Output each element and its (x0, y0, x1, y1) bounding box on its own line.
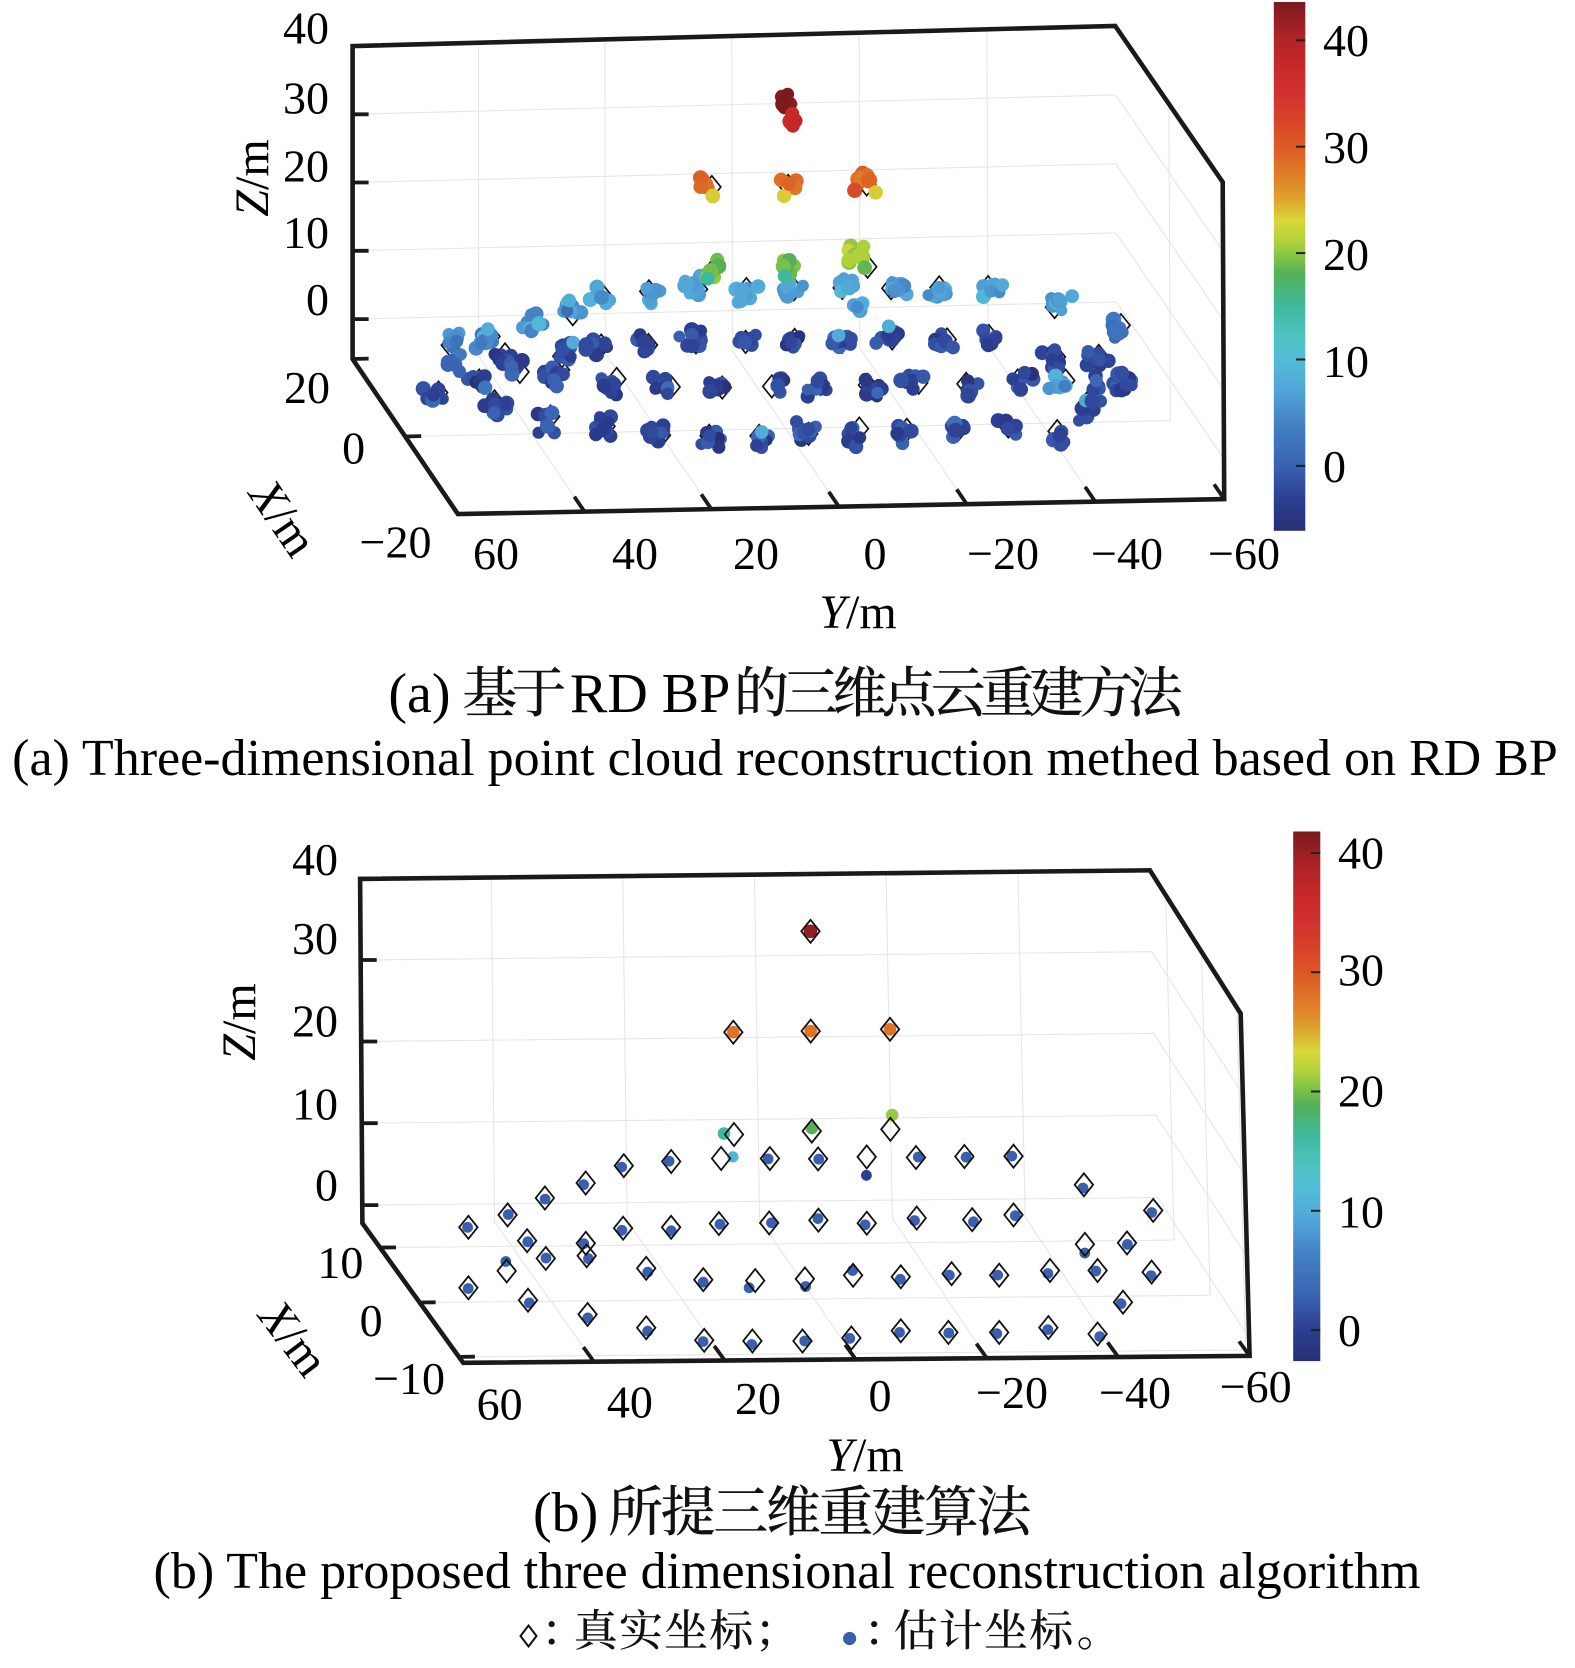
svg-text:Z/m: Z/m (213, 983, 266, 1060)
svg-text:Y/m: Y/m (819, 586, 896, 639)
svg-text:20: 20 (733, 528, 779, 579)
svg-text:Y/m: Y/m (826, 1429, 903, 1482)
svg-text:40: 40 (1323, 15, 1369, 66)
svg-text:0: 0 (306, 274, 329, 325)
svg-text:20: 20 (735, 1373, 781, 1424)
svg-text:30: 30 (1323, 122, 1369, 173)
svg-text:−20: −20 (976, 1367, 1048, 1418)
svg-text:60: 60 (473, 528, 519, 579)
svg-text:10: 10 (1323, 336, 1369, 387)
svg-text:40: 40 (292, 834, 338, 885)
svg-text:20: 20 (1338, 1065, 1384, 1116)
svg-text:40: 40 (612, 528, 658, 579)
svg-text:0: 0 (1338, 1305, 1361, 1356)
svg-text:0: 0 (864, 528, 887, 579)
svg-text:−60: −60 (1220, 1361, 1292, 1412)
svg-text:−10: −10 (373, 1353, 445, 1404)
svg-text:Z/m: Z/m (226, 139, 279, 216)
svg-text:0: 0 (869, 1370, 892, 1421)
svg-text:−60: −60 (1208, 528, 1280, 579)
svg-text:10: 10 (283, 207, 329, 258)
svg-text:20: 20 (292, 996, 338, 1047)
svg-text:30: 30 (1338, 945, 1384, 996)
svg-text:(b) The proposed three dimensi: (b) The proposed three dimensional recon… (154, 1543, 1421, 1600)
svg-text:(b): (b) (533, 1482, 598, 1544)
svg-text:10: 10 (317, 1237, 363, 1288)
svg-text:10: 10 (292, 1079, 338, 1130)
svg-text:−20: −20 (360, 517, 432, 568)
svg-text:40: 40 (607, 1377, 653, 1428)
svg-text:20: 20 (1323, 229, 1369, 280)
svg-text:0: 0 (342, 422, 365, 473)
svg-text:(a) Three-dimensional point cl: (a) Three-dimensional point cloud recons… (12, 730, 1558, 787)
svg-text:RD BP: RD BP (570, 663, 730, 725)
svg-text:−40: −40 (1091, 528, 1163, 579)
svg-text:40: 40 (283, 3, 329, 54)
svg-text:−20: −20 (967, 528, 1039, 579)
svg-text:30: 30 (292, 913, 338, 964)
svg-text:60: 60 (477, 1378, 523, 1429)
svg-text:0: 0 (315, 1160, 338, 1211)
svg-text:20: 20 (283, 141, 329, 192)
svg-text:10: 10 (1338, 1186, 1384, 1237)
svg-text:0: 0 (1323, 441, 1346, 492)
svg-text:(a): (a) (388, 663, 450, 725)
svg-text:40: 40 (1338, 828, 1384, 879)
svg-text:20: 20 (284, 362, 330, 413)
svg-text:−40: −40 (1099, 1367, 1171, 1418)
svg-text:0: 0 (360, 1295, 383, 1346)
svg-text:30: 30 (283, 73, 329, 124)
